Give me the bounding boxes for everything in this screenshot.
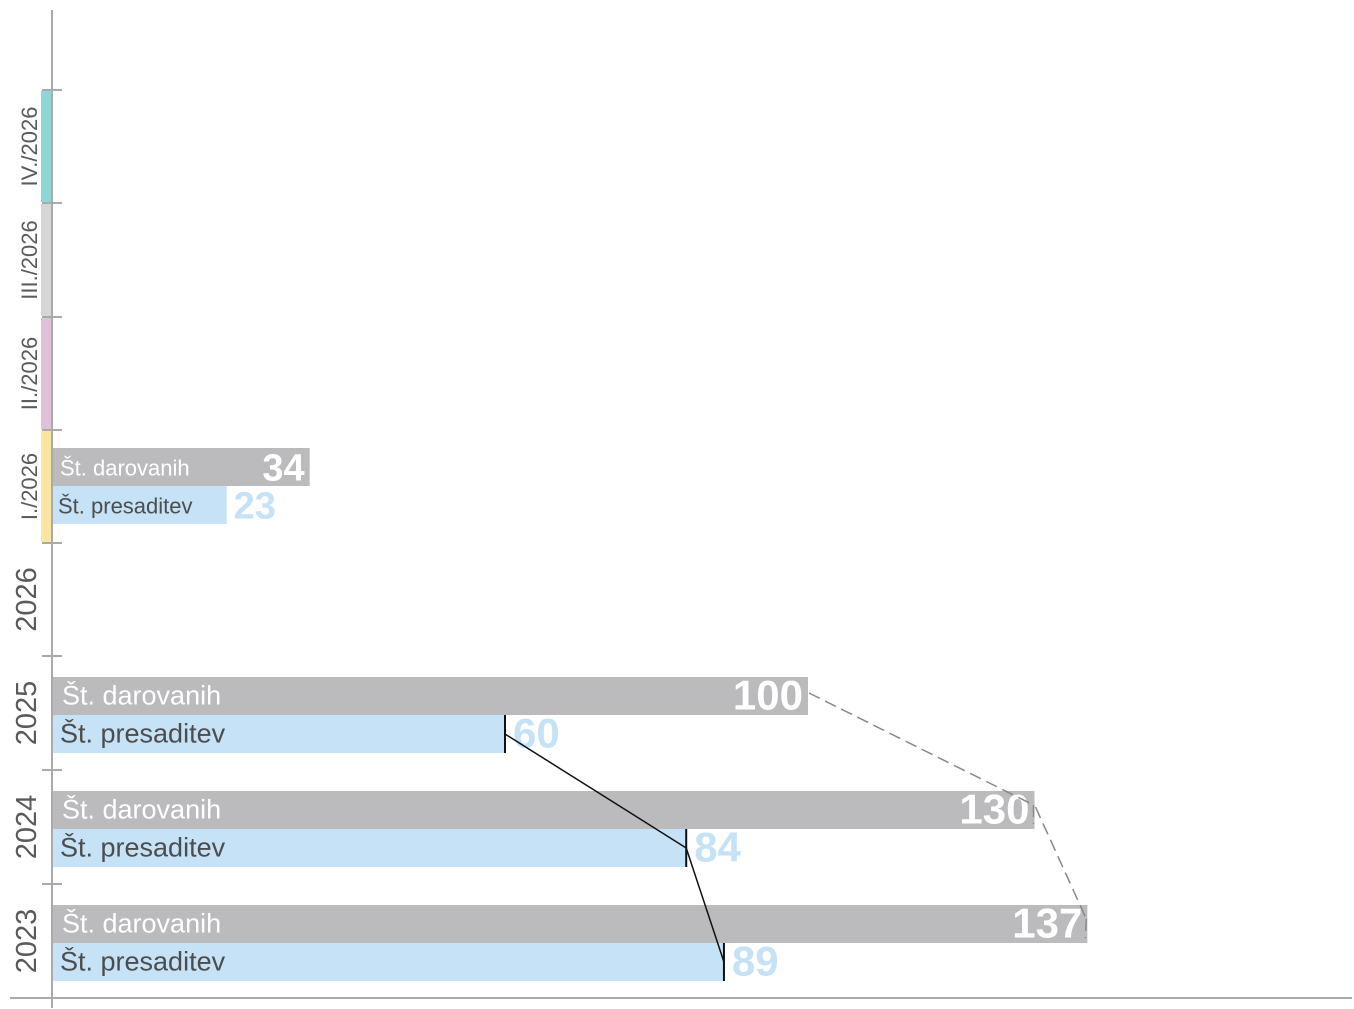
data-label: 84 xyxy=(694,824,741,871)
category-label: IV./2026 xyxy=(17,107,42,187)
bar-series-label: Št. darovanih xyxy=(60,455,190,480)
bar-darovanih xyxy=(53,448,310,486)
quarter-strip xyxy=(41,204,51,316)
bar-series-label: Št. darovanih xyxy=(62,679,221,710)
bar-series-label: Št. darovanih xyxy=(62,793,221,824)
bar-series-label: Št. presaditev xyxy=(60,831,226,862)
bar-darovanih xyxy=(53,905,1088,943)
bar-presaditev xyxy=(53,486,227,524)
bar-darovanih xyxy=(53,791,1035,829)
axis-layer: 2023 2024 2025 2026 I./2026 II./2026 III./2026… xyxy=(10,10,1352,1008)
trend-line-darovanih xyxy=(1084,918,1088,939)
category-label: 2023 xyxy=(11,909,43,974)
category-label: II./2026 xyxy=(17,337,42,410)
bar-series-label: Št. presaditev xyxy=(60,945,226,976)
bars-layer: Št. darovanih 137 Št. presaditev 89 Št. daro… xyxy=(53,448,1088,985)
bar-darovanih xyxy=(53,677,808,715)
data-label: 89 xyxy=(732,938,779,985)
trend-layer xyxy=(504,692,1088,981)
data-label: 137 xyxy=(1012,900,1082,947)
data-label: 34 xyxy=(262,448,304,490)
trend-line-darovanih xyxy=(808,692,1034,806)
bar-series-label: Št. presaditev xyxy=(58,493,193,518)
quarter-strip xyxy=(41,91,51,202)
data-label: 23 xyxy=(234,486,276,528)
data-label: 60 xyxy=(513,710,560,757)
data-label: 130 xyxy=(959,786,1029,833)
category-label: I./2026 xyxy=(17,453,42,520)
bar-series-label: Št. presaditev xyxy=(60,717,226,748)
bar-series-label: Št. darovanih xyxy=(62,907,221,938)
bar-presaditev xyxy=(53,715,506,753)
bar-presaditev xyxy=(53,943,725,981)
quarter-strip xyxy=(41,318,51,429)
trend-line-presaditev xyxy=(504,733,687,849)
bar-presaditev xyxy=(53,829,688,867)
trend-line-presaditev xyxy=(685,847,725,963)
category-label: III./2026 xyxy=(17,220,42,300)
quarter-strip xyxy=(41,431,51,542)
data-label: 100 xyxy=(733,672,803,719)
category-label: 2026 xyxy=(11,567,43,632)
category-label: 2024 xyxy=(11,795,43,860)
category-label: 2025 xyxy=(11,681,43,746)
trend-line-darovanih xyxy=(1034,806,1088,920)
